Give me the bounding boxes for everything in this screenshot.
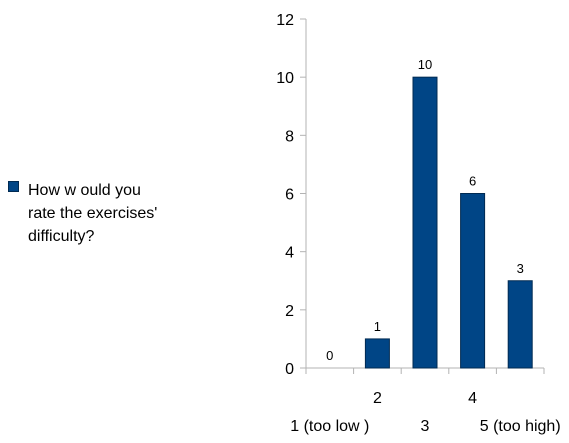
y-tick-label: 2 — [285, 303, 294, 320]
data-label: 3 — [517, 261, 524, 276]
data-label: 10 — [418, 57, 432, 72]
legend-label: How w ould you rate the exercises' diffi… — [28, 182, 158, 245]
x-tick-label: 2 — [373, 390, 382, 407]
bar — [412, 76, 438, 369]
legend-swatch — [8, 181, 19, 192]
x-tick-label: 5 (too high) — [480, 418, 561, 435]
chart-axes — [300, 18, 545, 374]
x-tick-label: 1 (too low ) — [290, 418, 369, 435]
data-label: 0 — [326, 348, 333, 363]
bar — [364, 338, 390, 369]
y-tick-label: 10 — [276, 70, 294, 87]
x-tick-label: 4 — [468, 390, 477, 407]
data-label: 1 — [374, 319, 381, 334]
y-tick-label: 12 — [276, 12, 294, 29]
data-label: 6 — [469, 174, 476, 189]
y-tick-label: 8 — [285, 128, 294, 145]
x-tick-label: 3 — [421, 418, 430, 435]
bar — [460, 193, 486, 369]
chart-bars — [364, 76, 533, 369]
y-tick-label: 0 — [285, 361, 294, 378]
bar — [507, 280, 533, 369]
y-tick-label: 6 — [285, 187, 294, 204]
y-tick-label: 4 — [285, 245, 294, 262]
